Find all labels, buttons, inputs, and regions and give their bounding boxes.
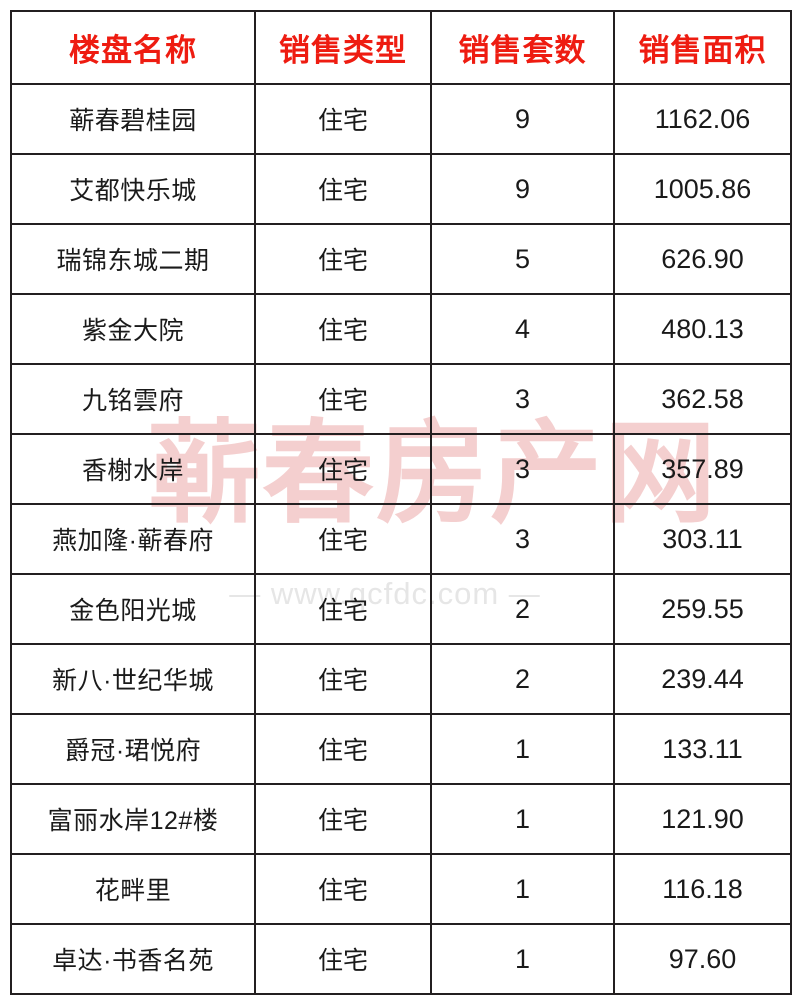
table-row: 卓达·书香名苑 住宅 1 97.60: [10, 923, 792, 995]
cell-sold-area: 303.11: [613, 503, 792, 575]
cell-units-sold: 1: [430, 783, 615, 855]
cell-sale-type: 住宅: [254, 923, 432, 995]
cell-project-name: 爵冠·珺悦府: [10, 713, 256, 785]
table-row: 蕲春碧桂园 住宅 9 1162.06: [10, 83, 792, 155]
cell-sale-type: 住宅: [254, 643, 432, 715]
cell-sold-area: 480.13: [613, 293, 792, 365]
cell-project-name: 花畔里: [10, 853, 256, 925]
cell-units-sold: 3: [430, 433, 615, 505]
table-body: 蕲春碧桂园 住宅 9 1162.06 艾都快乐城 住宅 9 1005.86 瑞锦东城二期 住宅 5 6…: [10, 83, 792, 995]
cell-project-name: 金色阳光城: [10, 573, 256, 645]
cell-project-name: 九铭雲府: [10, 363, 256, 435]
table-row: 瑞锦东城二期 住宅 5 626.90: [10, 223, 792, 295]
cell-sale-type: 住宅: [254, 713, 432, 785]
cell-sold-area: 357.89: [613, 433, 792, 505]
cell-project-name: 香榭水岸: [10, 433, 256, 505]
cell-sold-area: 259.55: [613, 573, 792, 645]
table-header-row: 楼盘名称 销售类型 销售套数 销售面积: [10, 10, 792, 85]
column-header-sold-area[interactable]: 销售面积: [613, 10, 792, 85]
table-row: 花畔里 住宅 1 116.18: [10, 853, 792, 925]
cell-sale-type: 住宅: [254, 503, 432, 575]
cell-units-sold: 1: [430, 713, 615, 785]
table-row: 富丽水岸12#楼 住宅 1 121.90: [10, 783, 792, 855]
table-row: 燕加隆·蕲春府 住宅 3 303.11: [10, 503, 792, 575]
cell-sale-type: 住宅: [254, 853, 432, 925]
table-row: 金色阳光城 住宅 2 259.55: [10, 573, 792, 645]
cell-sale-type: 住宅: [254, 363, 432, 435]
table-row: 香榭水岸 住宅 3 357.89: [10, 433, 792, 505]
cell-sold-area: 121.90: [613, 783, 792, 855]
cell-project-name: 燕加隆·蕲春府: [10, 503, 256, 575]
column-header-sale-type[interactable]: 销售类型: [254, 10, 432, 85]
cell-sale-type: 住宅: [254, 433, 432, 505]
cell-sale-type: 住宅: [254, 153, 432, 225]
cell-project-name: 富丽水岸12#楼: [10, 783, 256, 855]
cell-sold-area: 1005.86: [613, 153, 792, 225]
table-row: 新八·世纪华城 住宅 2 239.44: [10, 643, 792, 715]
cell-units-sold: 3: [430, 503, 615, 575]
table-row: 爵冠·珺悦府 住宅 1 133.11: [10, 713, 792, 785]
cell-sold-area: 1162.06: [613, 83, 792, 155]
cell-units-sold: 1: [430, 923, 615, 995]
cell-units-sold: 4: [430, 293, 615, 365]
cell-units-sold: 9: [430, 83, 615, 155]
cell-sold-area: 133.11: [613, 713, 792, 785]
table-row: 九铭雲府 住宅 3 362.58: [10, 363, 792, 435]
table-header: 楼盘名称 销售类型 销售套数 销售面积: [10, 10, 792, 85]
cell-units-sold: 1: [430, 853, 615, 925]
cell-sold-area: 239.44: [613, 643, 792, 715]
cell-sold-area: 626.90: [613, 223, 792, 295]
cell-project-name: 卓达·书香名苑: [10, 923, 256, 995]
column-header-units-sold[interactable]: 销售套数: [430, 10, 615, 85]
cell-units-sold: 5: [430, 223, 615, 295]
cell-units-sold: 3: [430, 363, 615, 435]
cell-project-name: 瑞锦东城二期: [10, 223, 256, 295]
cell-units-sold: 9: [430, 153, 615, 225]
cell-units-sold: 2: [430, 643, 615, 715]
cell-sold-area: 116.18: [613, 853, 792, 925]
column-header-project-name[interactable]: 楼盘名称: [10, 10, 256, 85]
cell-project-name: 紫金大院: [10, 293, 256, 365]
property-sales-table: 楼盘名称 销售类型 销售套数 销售面积 蕲春碧桂园 住宅 9 1162.06 艾都快乐城…: [10, 10, 792, 995]
table-row: 紫金大院 住宅 4 480.13: [10, 293, 792, 365]
cell-sold-area: 362.58: [613, 363, 792, 435]
cell-project-name: 新八·世纪华城: [10, 643, 256, 715]
cell-sale-type: 住宅: [254, 293, 432, 365]
table-row: 艾都快乐城 住宅 9 1005.86: [10, 153, 792, 225]
cell-project-name: 蕲春碧桂园: [10, 83, 256, 155]
cell-sold-area: 97.60: [613, 923, 792, 995]
cell-sale-type: 住宅: [254, 223, 432, 295]
cell-sale-type: 住宅: [254, 573, 432, 645]
sales-table-container: 楼盘名称 销售类型 销售套数 销售面积 蕲春碧桂园 住宅 9 1162.06 艾都快乐城…: [10, 10, 792, 995]
cell-project-name: 艾都快乐城: [10, 153, 256, 225]
cell-units-sold: 2: [430, 573, 615, 645]
cell-sale-type: 住宅: [254, 83, 432, 155]
cell-sale-type: 住宅: [254, 783, 432, 855]
